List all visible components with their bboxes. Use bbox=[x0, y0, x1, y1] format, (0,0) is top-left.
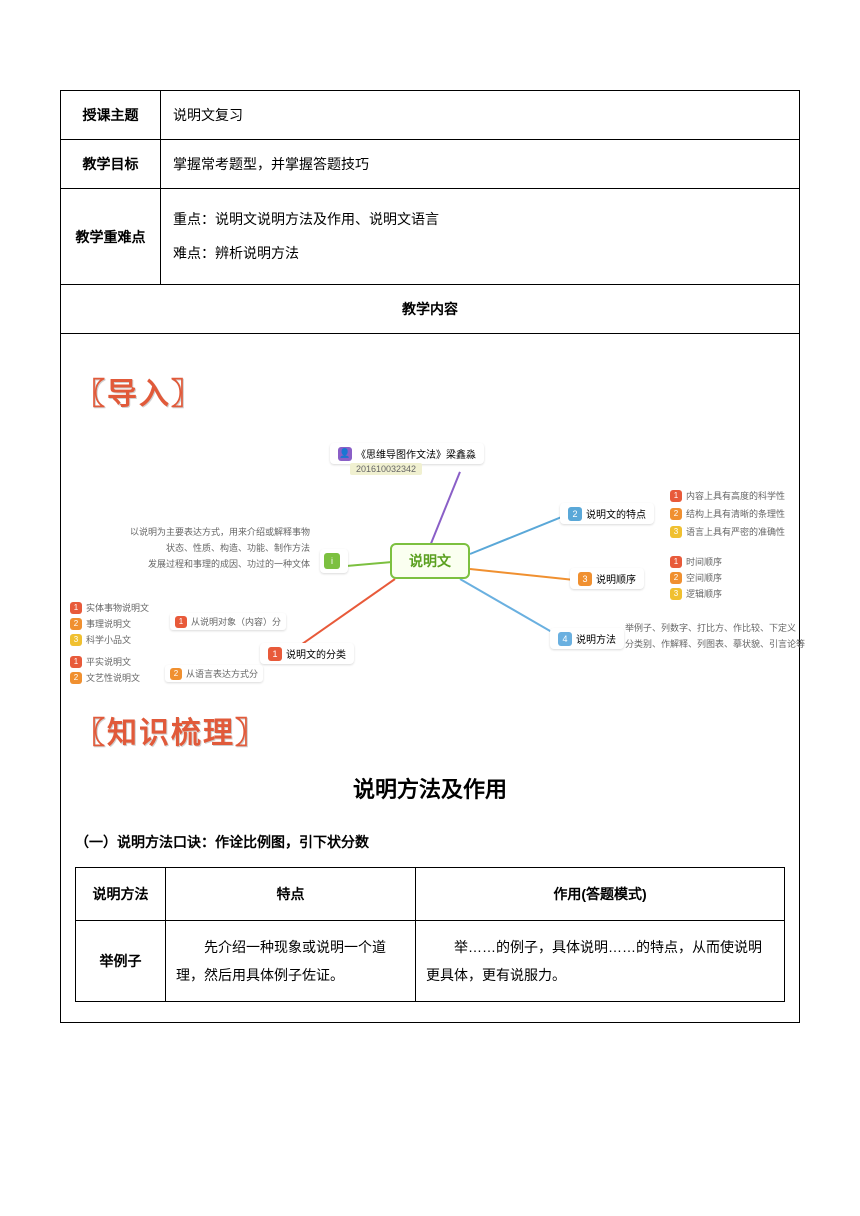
mm-leaf: 2 文艺性说明文 bbox=[70, 671, 140, 684]
mm-leaf: 1 时间顺序 bbox=[670, 555, 722, 568]
badge-icon: 3 bbox=[670, 588, 682, 600]
mm-subnode: 2 从语言表达方式分 bbox=[165, 665, 263, 682]
mm-subnode: 1 从说明对象（内容）分 bbox=[170, 613, 286, 630]
branch-label: 说明顺序 bbox=[596, 571, 636, 586]
mm-leaf: 3 科学小品文 bbox=[70, 633, 131, 646]
mm-leaf: 2 空间顺序 bbox=[670, 571, 722, 584]
cell-method: 举例子 bbox=[76, 921, 166, 1002]
topic-value: 说明文复习 bbox=[161, 91, 800, 140]
leaf-text: 语言上具有严密的准确性 bbox=[686, 525, 785, 538]
leaf-text: 时间顺序 bbox=[686, 555, 722, 568]
mm-leaf: 1 平实说明文 bbox=[70, 655, 131, 668]
badge-icon: 2 bbox=[568, 507, 582, 521]
mm-leaf: 2 事理说明文 bbox=[70, 617, 131, 630]
badge-icon: 2 bbox=[70, 618, 82, 630]
badge-icon: 1 bbox=[70, 656, 82, 668]
goal-label: 教学目标 bbox=[61, 140, 161, 189]
badge-icon: 2 bbox=[670, 508, 682, 520]
branch-label: 说明文的特点 bbox=[586, 506, 646, 521]
badge-icon: 1 bbox=[268, 647, 282, 661]
mm-leaf: 分类别、作解释、列图表、摹状貌、引言论等 bbox=[625, 637, 805, 650]
leaf-text: 以说明为主要表达方式，用来介绍或解释事物 bbox=[130, 525, 310, 538]
mm-leaf: 以说明为主要表达方式，用来介绍或解释事物 bbox=[110, 525, 310, 538]
knowledge-heading: 〖知识梳理〗 bbox=[75, 708, 785, 752]
branch-label: 说明方法 bbox=[576, 631, 616, 646]
header-table: 授课主题 说明文复习 教学目标 掌握常考题型，并掌握答题技巧 教学重难点 重点：… bbox=[60, 90, 800, 334]
mm-author: 👤 《思维导图作文法》梁鑫淼 bbox=[330, 443, 484, 464]
author-text: 《思维导图作文法》梁鑫淼 bbox=[356, 446, 476, 461]
mm-branch-methods: 4 说明方法 bbox=[550, 628, 624, 649]
leaf-text: 平实说明文 bbox=[86, 655, 131, 668]
mm-author-sub: 201610032342 bbox=[350, 463, 422, 475]
person-icon: 👤 bbox=[338, 447, 352, 461]
subnode-text: 从语言表达方式分 bbox=[186, 667, 258, 680]
leaf-text: 状态、性质、构造、功能、制作方法 bbox=[166, 541, 310, 554]
badge-icon: 1 bbox=[670, 490, 682, 502]
leaf-text: 事理说明文 bbox=[86, 617, 131, 630]
leaf-text: 举例子、列数字、打比方、作比较、下定义 bbox=[625, 621, 796, 634]
leaf-text: 逻辑顺序 bbox=[686, 587, 722, 600]
mindmap: 说明文 👤 《思维导图作文法》梁鑫淼 201610032342 2 说明文的特点… bbox=[80, 433, 780, 693]
leaf-text: 分类别、作解释、列图表、摹状貌、引言论等 bbox=[625, 637, 805, 650]
badge-icon: 1 bbox=[175, 616, 187, 628]
keypoints-label: 教学重难点 bbox=[61, 189, 161, 285]
badge-icon: 3 bbox=[70, 634, 82, 646]
info-icon: i bbox=[324, 553, 340, 569]
leaf-text: 结构上具有清晰的条理性 bbox=[686, 507, 785, 520]
badge-icon: 2 bbox=[170, 668, 182, 680]
cell-feature: 先介绍一种现象或说明一个道理，然后用具体例子佐证。 bbox=[166, 921, 416, 1002]
content-subtitle: （一）说明方法口诀：作诠比例图，引下状分数 bbox=[75, 832, 785, 852]
badge-icon: 2 bbox=[670, 572, 682, 584]
mm-leaf: 状态、性质、构造、功能、制作方法 bbox=[110, 541, 310, 554]
intro-heading: 〖导入〗 bbox=[75, 369, 785, 413]
mm-leaf: 3 语言上具有严密的准确性 bbox=[670, 525, 785, 538]
badge-icon: 3 bbox=[670, 526, 682, 538]
th-method: 说明方法 bbox=[76, 868, 166, 921]
keypoint-1: 重点：说明文说明方法及作用、说明文语言 bbox=[173, 203, 787, 237]
leaf-text: 科学小品文 bbox=[86, 633, 131, 646]
leaf-text: 内容上具有高度的科学性 bbox=[686, 489, 785, 502]
mm-leaf: 举例子、列数字、打比方、作比较、下定义 bbox=[625, 621, 796, 634]
mm-branch-def: i bbox=[320, 549, 348, 573]
table-row: 举例子 先介绍一种现象或说明一个道理，然后用具体例子佐证。 举……的例子，具体说… bbox=[76, 921, 785, 1002]
author-sub-text: 201610032342 bbox=[356, 464, 416, 474]
content-label: 教学内容 bbox=[61, 285, 800, 334]
mm-leaf: 3 逻辑顺序 bbox=[670, 587, 722, 600]
th-feature: 特点 bbox=[166, 868, 416, 921]
branch-label: 说明文的分类 bbox=[286, 646, 346, 661]
badge-icon: 2 bbox=[70, 672, 82, 684]
content-title: 说明方法及作用 bbox=[75, 772, 785, 804]
mm-branch-category: 1 说明文的分类 bbox=[260, 643, 354, 664]
badge-icon: 1 bbox=[670, 556, 682, 568]
mm-branch-order: 3 说明顺序 bbox=[570, 568, 644, 589]
subnode-text: 从说明对象（内容）分 bbox=[191, 615, 281, 628]
badge-icon: 3 bbox=[578, 572, 592, 586]
keypoint-2: 难点：辨析说明方法 bbox=[173, 237, 787, 271]
mm-leaf: 1 内容上具有高度的科学性 bbox=[670, 489, 785, 502]
badge-icon: 1 bbox=[70, 602, 82, 614]
mm-leaf: 1 实体事物说明文 bbox=[70, 601, 149, 614]
method-table: 说明方法 特点 作用(答题模式) 举例子 先介绍一种现象或说明一个道理，然后用具… bbox=[75, 867, 785, 1002]
mm-center: 说明文 bbox=[390, 543, 470, 579]
th-function: 作用(答题模式) bbox=[416, 868, 785, 921]
leaf-text: 实体事物说明文 bbox=[86, 601, 149, 614]
mm-leaf: 发展过程和事理的成因、功过的一种文体 bbox=[110, 557, 310, 570]
mm-line bbox=[429, 472, 461, 547]
badge-icon: 4 bbox=[558, 632, 572, 646]
leaf-text: 发展过程和事理的成因、功过的一种文体 bbox=[148, 557, 310, 570]
mm-line bbox=[470, 512, 573, 555]
mm-branch-features: 2 说明文的特点 bbox=[560, 503, 654, 524]
mm-leaf: 2 结构上具有清晰的条理性 bbox=[670, 507, 785, 520]
leaf-text: 文艺性说明文 bbox=[86, 671, 140, 684]
table-header-row: 说明方法 特点 作用(答题模式) bbox=[76, 868, 785, 921]
keypoints-cell: 重点：说明文说明方法及作用、说明文语言 难点：辨析说明方法 bbox=[161, 189, 800, 285]
mm-line bbox=[470, 568, 580, 581]
cell-function: 举……的例子，具体说明……的特点，从而使说明更具体，更有说服力。 bbox=[416, 921, 785, 1002]
body-cell: 〖导入〗 说明文 👤 《思维导图作文法》梁鑫淼 201610032342 2 说… bbox=[60, 334, 800, 1023]
page: 授课主题 说明文复习 教学目标 掌握常考题型，并掌握答题技巧 教学重难点 重点：… bbox=[0, 0, 860, 1063]
topic-label: 授课主题 bbox=[61, 91, 161, 140]
goal-value: 掌握常考题型，并掌握答题技巧 bbox=[161, 140, 800, 189]
leaf-text: 空间顺序 bbox=[686, 571, 722, 584]
